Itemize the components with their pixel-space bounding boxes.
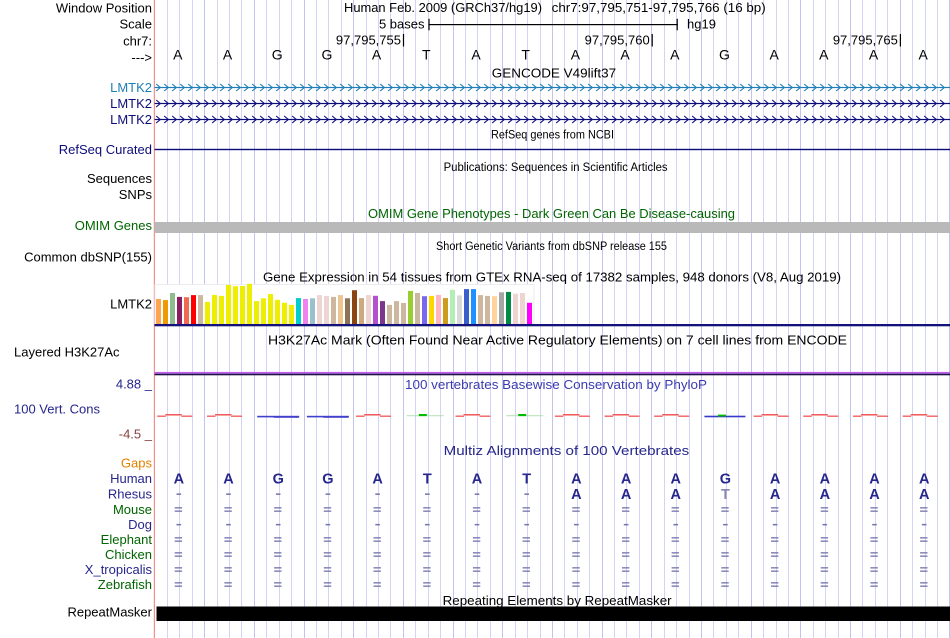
svg-text:100 Vert. Cons: 100 Vert. Cons: [14, 402, 100, 417]
svg-text:Gaps: Gaps: [121, 456, 153, 471]
svg-text:Dog: Dog: [128, 517, 152, 532]
svg-text:chr7:: chr7:: [123, 34, 152, 49]
svg-text:LMTK2: LMTK2: [110, 96, 152, 111]
svg-text:Publications: Sequences in Sci: Publications: Sequences in Scientific Ar…: [444, 162, 668, 174]
svg-text:X_tropicalis: X_tropicalis: [85, 562, 153, 577]
svg-text:G: G: [272, 46, 283, 62]
svg-text:4.88 _: 4.88 _: [116, 377, 153, 392]
svg-text:97,795,760: 97,795,760: [585, 33, 650, 48]
svg-text:T: T: [422, 46, 431, 62]
svg-text:RefSeq Curated: RefSeq Curated: [59, 142, 152, 157]
svg-text:G: G: [720, 472, 731, 488]
svg-text:Multiz Alignments of 100 Verte: Multiz Alignments of 100 Vertebrates: [444, 443, 690, 458]
svg-text:T: T: [721, 487, 730, 503]
svg-text:Short Genetic Variants from db: Short Genetic Variants from dbSNP releas…: [436, 241, 667, 253]
svg-text:A: A: [621, 487, 632, 503]
svg-text:Scale: Scale: [119, 17, 152, 32]
svg-text:A: A: [223, 472, 234, 488]
svg-text:Zebrafish: Zebrafish: [98, 577, 152, 592]
svg-text:LMTK2: LMTK2: [110, 297, 152, 312]
svg-text:Layered H3K27Ac: Layered H3K27Ac: [14, 345, 120, 360]
svg-text:GENCODE V49lift37: GENCODE V49lift37: [492, 66, 616, 81]
svg-text:Mouse: Mouse: [113, 502, 152, 517]
svg-text:Rhesus: Rhesus: [108, 487, 153, 502]
svg-text:A: A: [620, 46, 630, 62]
svg-text:A: A: [869, 487, 880, 503]
svg-text:G: G: [322, 472, 333, 488]
svg-text:Gene Expression in 54 tissues: Gene Expression in 54 tissues from GTEx …: [263, 270, 841, 285]
svg-text:A: A: [174, 472, 185, 488]
svg-text:T: T: [521, 46, 530, 62]
svg-text:chr7:97,795,751-97,795,766 (16: chr7:97,795,751-97,795,766 (16 bp): [552, 0, 766, 15]
svg-text:A: A: [919, 472, 930, 488]
svg-text:G: G: [321, 46, 332, 62]
svg-text:OMIM Genes: OMIM Genes: [75, 218, 153, 233]
svg-text:A: A: [571, 487, 582, 503]
svg-text:97,795,765: 97,795,765: [833, 33, 898, 48]
svg-text:A: A: [223, 46, 233, 62]
svg-text:T: T: [522, 472, 531, 488]
svg-text:Human Feb. 2009 (GRCh37/hg19): Human Feb. 2009 (GRCh37/hg19): [344, 0, 542, 15]
svg-text:A: A: [770, 472, 781, 488]
svg-text:A: A: [372, 46, 382, 62]
svg-text:T: T: [423, 472, 432, 488]
svg-text:A: A: [819, 46, 829, 62]
svg-text:A: A: [770, 487, 781, 503]
svg-text:Window Position: Window Position: [56, 1, 152, 16]
svg-text:LMTK2: LMTK2: [110, 80, 152, 95]
svg-text:A: A: [919, 487, 930, 503]
svg-text:A: A: [820, 472, 831, 488]
svg-text:A: A: [671, 487, 682, 503]
svg-text:A: A: [472, 472, 483, 488]
svg-text:A: A: [869, 472, 880, 488]
svg-text:--->: --->: [131, 50, 152, 65]
svg-text:G: G: [273, 472, 284, 488]
svg-text:H3K27Ac Mark (Often Found Near: H3K27Ac Mark (Often Found Near Active Re…: [268, 333, 847, 348]
svg-text:A: A: [670, 46, 680, 62]
svg-text:Human: Human: [110, 471, 152, 486]
svg-text:A: A: [820, 487, 831, 503]
svg-text:OMIM Gene Phenotypes - Dark Gr: OMIM Gene Phenotypes - Dark Green Can Be…: [368, 206, 735, 221]
svg-text:SNPs: SNPs: [119, 187, 153, 202]
svg-text:97,795,755: 97,795,755: [336, 33, 401, 48]
svg-text:A: A: [571, 46, 581, 62]
svg-text:Repeating Elements by RepeatMa: Repeating Elements by RepeatMasker: [443, 593, 673, 608]
svg-text:A: A: [869, 46, 879, 62]
svg-text:5 bases: 5 bases: [379, 17, 425, 32]
svg-text:Sequences: Sequences: [87, 171, 153, 186]
svg-text:A: A: [571, 472, 582, 488]
svg-text:A: A: [919, 46, 929, 62]
svg-text:Chicken: Chicken: [105, 547, 152, 562]
svg-text:RefSeq genes from NCBI: RefSeq genes from NCBI: [491, 129, 614, 141]
svg-text:100 vertebrates Basewise Conse: 100 vertebrates Basewise Conservation by…: [405, 377, 707, 392]
svg-text:LMTK2: LMTK2: [110, 112, 152, 127]
svg-text:A: A: [372, 472, 383, 488]
svg-text:A: A: [621, 472, 632, 488]
svg-text:hg19: hg19: [687, 17, 716, 32]
svg-text:Common dbSNP(155): Common dbSNP(155): [24, 250, 152, 265]
svg-text:G: G: [719, 46, 730, 62]
svg-text:RepeatMasker: RepeatMasker: [67, 605, 152, 620]
svg-text:A: A: [671, 472, 682, 488]
svg-text:Elephant: Elephant: [101, 532, 153, 547]
svg-text:A: A: [769, 46, 779, 62]
svg-text:A: A: [173, 46, 183, 62]
svg-text:-4.5 _: -4.5 _: [119, 427, 153, 442]
svg-text:A: A: [471, 46, 481, 62]
